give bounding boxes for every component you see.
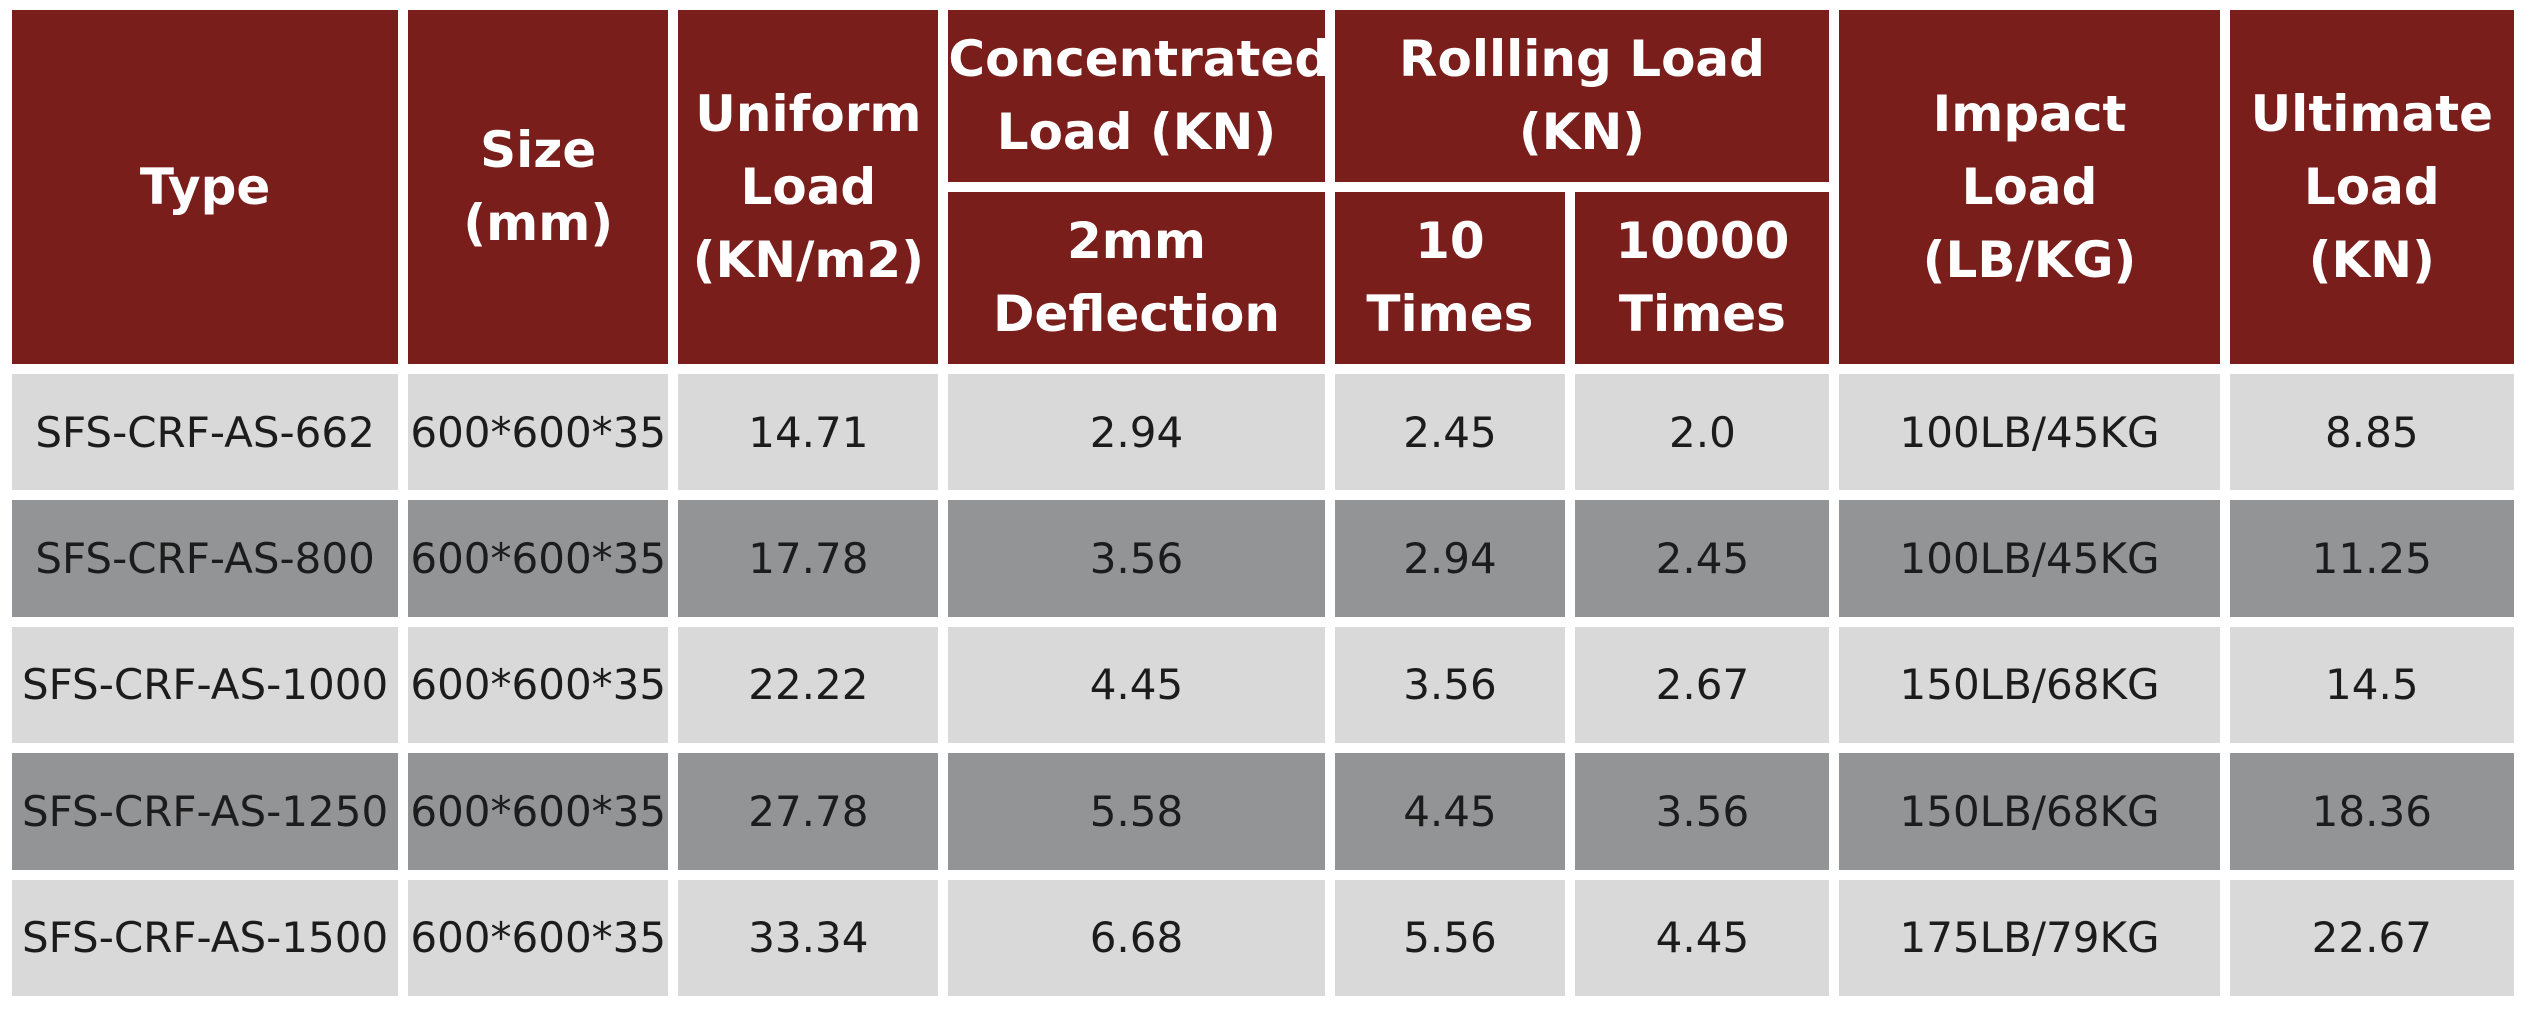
cell-type: SFS-CRF-AS-1000	[12, 626, 399, 744]
cell-size: 600*600*35	[408, 500, 669, 617]
cell-rolling-10000: 4.45	[1575, 879, 1830, 996]
header-size: Size (mm)	[408, 10, 669, 364]
header-ultimate-load: Ultimate Load (KN)	[2229, 10, 2514, 364]
load-spec-table: Type Size (mm) Uniform Load (KN/m2) Conc…	[2, 0, 2524, 1006]
table-row: SFS-CRF-AS-800 600*600*35 17.78 3.56 2.9…	[12, 500, 2514, 617]
cell-rolling-10000: 2.45	[1575, 500, 1830, 617]
cell-concentrated-load: 2.94	[948, 374, 1325, 491]
cell-ultimate-load: 14.5	[2229, 626, 2514, 744]
cell-impact-load: 175LB/79KG	[1839, 879, 2220, 996]
cell-uniform-load: 17.78	[678, 500, 939, 617]
cell-rolling-10: 2.45	[1334, 374, 1566, 491]
cell-concentrated-load: 5.58	[948, 753, 1325, 870]
cell-rolling-10: 4.45	[1334, 753, 1566, 870]
cell-type: SFS-CRF-AS-1500	[12, 879, 399, 996]
cell-concentrated-load: 4.45	[948, 626, 1325, 744]
table-row: SFS-CRF-AS-1000 600*600*35 22.22 4.45 3.…	[12, 626, 2514, 744]
cell-concentrated-load: 3.56	[948, 500, 1325, 617]
cell-rolling-10: 2.94	[1334, 500, 1566, 617]
cell-rolling-10: 3.56	[1334, 626, 1566, 744]
cell-size: 600*600*35	[408, 374, 669, 491]
cell-impact-load: 100LB/45KG	[1839, 374, 2220, 491]
cell-ultimate-load: 11.25	[2229, 500, 2514, 617]
header-10-times: 10 Times	[1334, 192, 1566, 364]
cell-size: 600*600*35	[408, 753, 669, 870]
table-row: SFS-CRF-AS-662 600*600*35 14.71 2.94 2.4…	[12, 374, 2514, 491]
cell-uniform-load: 22.22	[678, 626, 939, 744]
cell-type: SFS-CRF-AS-800	[12, 500, 399, 617]
cell-type: SFS-CRF-AS-1250	[12, 753, 399, 870]
cell-rolling-10: 5.56	[1334, 879, 1566, 996]
cell-rolling-10000: 2.0	[1575, 374, 1830, 491]
cell-uniform-load: 27.78	[678, 753, 939, 870]
header-rolling-load: Rollling Load (KN)	[1334, 10, 1830, 182]
cell-impact-load: 150LB/68KG	[1839, 753, 2220, 870]
cell-ultimate-load: 8.85	[2229, 374, 2514, 491]
cell-uniform-load: 33.34	[678, 879, 939, 996]
header-10000-times: 10000 Times	[1575, 192, 1830, 364]
cell-impact-load: 100LB/45KG	[1839, 500, 2220, 617]
cell-type: SFS-CRF-AS-662	[12, 374, 399, 491]
cell-ultimate-load: 18.36	[2229, 753, 2514, 870]
cell-rolling-10000: 2.67	[1575, 626, 1830, 744]
table-row: SFS-CRF-AS-1250 600*600*35 27.78 5.58 4.…	[12, 753, 2514, 870]
header-uniform-load: Uniform Load (KN/m2)	[678, 10, 939, 364]
cell-rolling-10000: 3.56	[1575, 753, 1830, 870]
header-impact-load: Impact Load (LB/KG)	[1839, 10, 2220, 364]
header-type: Type	[12, 10, 399, 364]
cell-uniform-load: 14.71	[678, 374, 939, 491]
cell-size: 600*600*35	[408, 626, 669, 744]
cell-concentrated-load: 6.68	[948, 879, 1325, 996]
cell-size: 600*600*35	[408, 879, 669, 996]
table-row: SFS-CRF-AS-1500 600*600*35 33.34 6.68 5.…	[12, 879, 2514, 996]
header-2mm-deflection: 2mm Deflection	[948, 192, 1325, 364]
cell-impact-load: 150LB/68KG	[1839, 626, 2220, 744]
cell-ultimate-load: 22.67	[2229, 879, 2514, 996]
header-concentrated-load: Concentrated Load (KN)	[948, 10, 1330, 182]
